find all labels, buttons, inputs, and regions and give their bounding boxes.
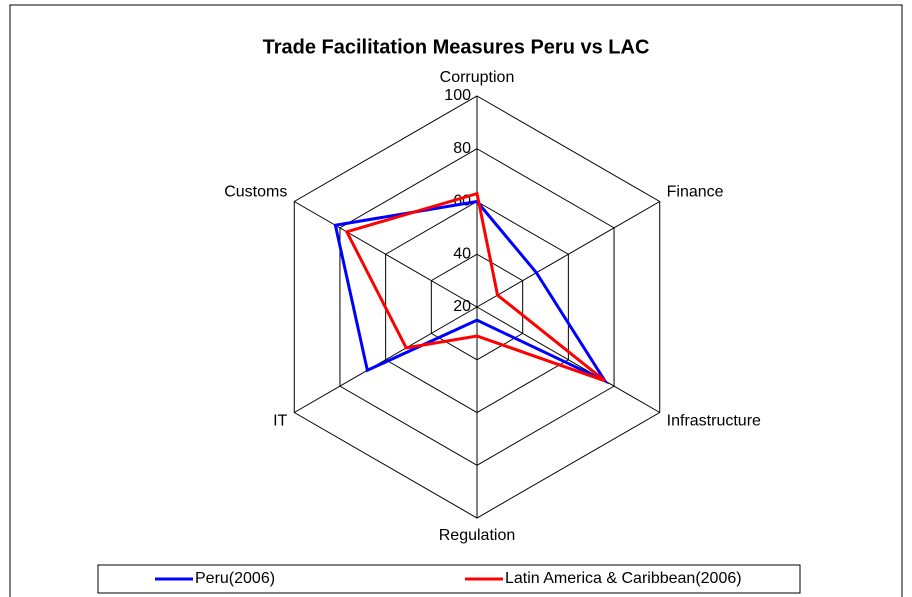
category-label: Corruption: [440, 69, 515, 86]
legend-label: Latin America & Caribbean(2006): [505, 570, 742, 587]
legend-box: [97, 564, 801, 594]
series-line: [333, 199, 609, 385]
axis-line: [294, 201, 478, 308]
axis-line: [294, 306, 478, 413]
axis-line: [476, 306, 660, 413]
category-label: Customs: [224, 184, 287, 201]
chart-title: Trade Facilitation Measures Peru vs LAC: [263, 36, 650, 58]
r-tick-label: 20: [453, 298, 471, 315]
r-tick-label: 80: [453, 140, 471, 157]
category-label: Infrastructure: [667, 413, 761, 430]
r-tick-label: 40: [453, 245, 471, 262]
category-label: IT: [273, 413, 287, 430]
legend-label: Peru(2006): [195, 570, 275, 587]
chart-border: [9, 4, 903, 597]
axis-line: [476, 201, 660, 308]
r-tick-label: 100: [444, 87, 471, 104]
category-label: Regulation: [439, 527, 516, 544]
series-line: [344, 191, 606, 383]
category-label: Finance: [667, 184, 724, 201]
